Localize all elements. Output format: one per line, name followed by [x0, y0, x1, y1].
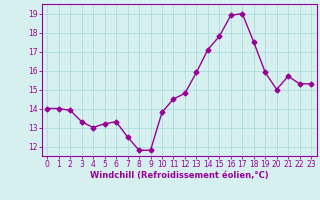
X-axis label: Windchill (Refroidissement éolien,°C): Windchill (Refroidissement éolien,°C)	[90, 171, 268, 180]
